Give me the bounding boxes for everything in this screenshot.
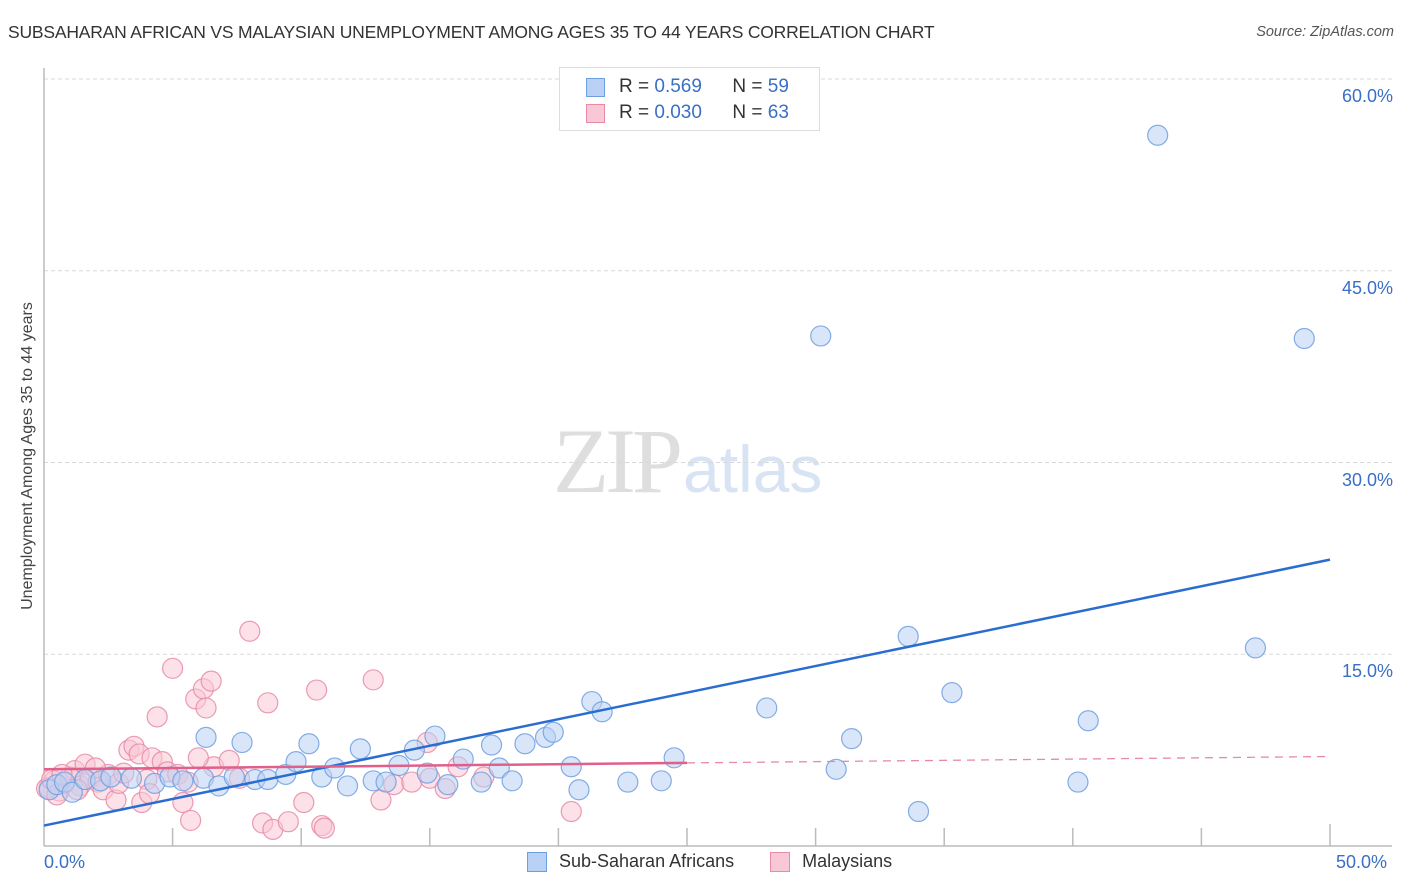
- data-point[interactable]: [1293, 327, 1315, 350]
- data-point[interactable]: [663, 747, 685, 769]
- x-tick-min: 0.0%: [44, 852, 86, 872]
- legend-item-sub-saharan-africans[interactable]: Sub-Saharan Africans: [527, 851, 734, 872]
- data-point[interactable]: [293, 791, 315, 814]
- x-tick-max: 50.0%: [1336, 852, 1388, 872]
- sub-saharan-africans-points: [38, 124, 1315, 823]
- data-point[interactable]: [277, 811, 299, 833]
- data-point[interactable]: [437, 774, 459, 796]
- data-point[interactable]: [100, 766, 122, 788]
- blue-swatch-icon: [527, 851, 547, 872]
- malaysians-trend-extension: [686, 755, 1331, 764]
- legend-row-malaysians: R = 0.030 N = 63: [586, 101, 789, 125]
- series-legend: Sub-Saharan Africans Malaysians: [527, 851, 928, 872]
- data-point[interactable]: [349, 738, 371, 760]
- data-point[interactable]: [172, 770, 194, 792]
- legend-item-malaysians[interactable]: Malaysians: [770, 851, 892, 872]
- data-point[interactable]: [424, 725, 446, 747]
- data-point[interactable]: [362, 669, 384, 691]
- data-point[interactable]: [375, 771, 397, 793]
- axes: [43, 68, 1392, 847]
- data-point[interactable]: [298, 733, 320, 755]
- y-tick-label: 30.0%: [1341, 469, 1393, 490]
- r-value: 0.030: [654, 102, 702, 123]
- data-point[interactable]: [120, 767, 143, 789]
- y-tick-label: 60.0%: [1341, 86, 1393, 106]
- chart-title: SUBSAHARAN AFRICAN VS MALAYSIAN UNEMPLOY…: [8, 22, 935, 42]
- data-point[interactable]: [313, 817, 335, 839]
- data-point[interactable]: [416, 762, 438, 784]
- data-point[interactable]: [501, 770, 523, 792]
- data-point[interactable]: [907, 800, 930, 823]
- data-point[interactable]: [1067, 771, 1089, 793]
- data-point[interactable]: [61, 781, 83, 803]
- data-point[interactable]: [1147, 124, 1169, 146]
- data-point[interactable]: [560, 756, 582, 778]
- data-point[interactable]: [617, 771, 639, 793]
- data-point[interactable]: [542, 721, 564, 743]
- gridlines: [44, 78, 1392, 655]
- data-point[interactable]: [200, 670, 222, 692]
- pink-swatch-icon: [770, 851, 791, 872]
- pink-swatch-icon: [586, 103, 605, 123]
- r-value: 0.569: [654, 76, 702, 97]
- data-point[interactable]: [650, 770, 672, 792]
- data-point[interactable]: [488, 757, 510, 779]
- r-label: R =: [619, 102, 650, 123]
- sub-saharan-trend-line: [43, 558, 1331, 827]
- data-point[interactable]: [239, 620, 261, 642]
- y-tick-label: 45.0%: [1341, 277, 1393, 298]
- data-point[interactable]: [336, 775, 359, 797]
- data-point[interactable]: [187, 747, 209, 769]
- data-point[interactable]: [231, 731, 253, 754]
- data-point[interactable]: [756, 697, 778, 719]
- n-label: N =: [732, 102, 763, 123]
- data-point[interactable]: [480, 734, 503, 756]
- data-point[interactable]: [162, 657, 184, 679]
- data-point[interactable]: [195, 726, 217, 748]
- source-label: Source: ZipAtlas.com: [1256, 24, 1394, 40]
- n-label: N =: [732, 76, 763, 97]
- legend-row-sub-saharan: R = 0.569 N = 59: [586, 75, 789, 99]
- data-point[interactable]: [1244, 637, 1267, 659]
- data-point[interactable]: [257, 692, 279, 714]
- n-value: 59: [767, 76, 789, 97]
- y-tick-label: 15.0%: [1341, 661, 1393, 682]
- n-value: 63: [767, 102, 789, 123]
- data-point[interactable]: [897, 625, 919, 647]
- correlation-legend: R = 0.569 N = 59 R = 0.030 N = 63: [559, 67, 820, 131]
- data-point[interactable]: [825, 758, 847, 780]
- data-point[interactable]: [1077, 710, 1099, 732]
- data-point[interactable]: [560, 800, 582, 823]
- blue-swatch-icon: [586, 77, 605, 97]
- data-point[interactable]: [841, 728, 863, 750]
- trend-lines: [43, 558, 1331, 827]
- r-label: R =: [619, 76, 650, 97]
- data-point[interactable]: [146, 706, 168, 728]
- data-point[interactable]: [941, 681, 963, 704]
- data-point[interactable]: [568, 779, 590, 801]
- data-point[interactable]: [514, 733, 536, 755]
- legend-label: Sub-Saharan Africans: [559, 851, 735, 871]
- data-point[interactable]: [306, 679, 328, 701]
- data-point[interactable]: [810, 325, 832, 347]
- legend-label: Malaysians: [802, 851, 893, 871]
- data-point[interactable]: [285, 751, 307, 773]
- data-point[interactable]: [195, 697, 217, 719]
- malaysians-trend-line: [43, 761, 688, 771]
- data-point[interactable]: [180, 809, 202, 832]
- data-point[interactable]: [470, 771, 492, 793]
